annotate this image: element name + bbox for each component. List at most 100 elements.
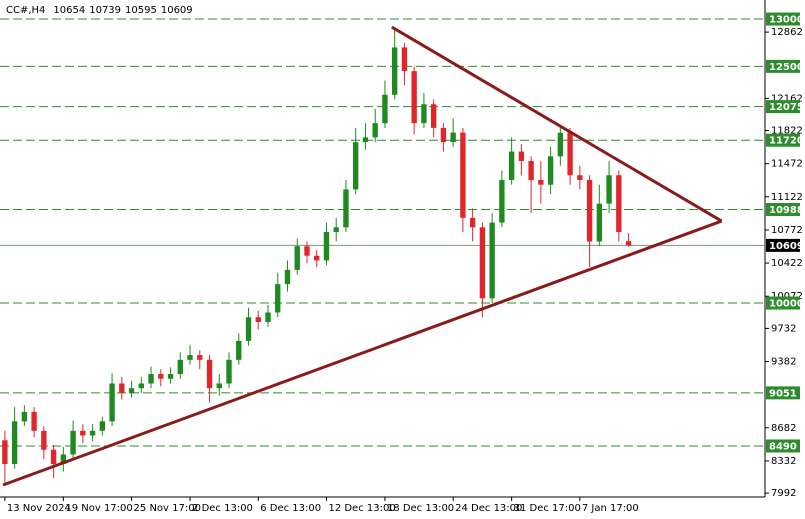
- last-open: 10654: [53, 5, 85, 16]
- price-box: [766, 238, 800, 252]
- candle-body: [353, 142, 359, 190]
- level-label: 9051: [769, 388, 797, 399]
- candle-body: [158, 374, 164, 379]
- candle-body: [275, 284, 281, 313]
- candle-body: [577, 175, 583, 180]
- candle-body: [41, 430, 47, 450]
- candle-body: [21, 411, 28, 422]
- last-low: 10595: [125, 5, 157, 16]
- candle-body: [206, 359, 213, 389]
- y-tick-label: 12862: [771, 27, 803, 38]
- candle-body: [440, 127, 447, 143]
- candle-body: [70, 430, 76, 455]
- candle-body: [11, 421, 18, 464]
- y-tick-label: 7992: [771, 488, 796, 499]
- candle-body: [362, 137, 369, 143]
- candle-body: [323, 232, 330, 261]
- candle-body: [255, 317, 261, 322]
- candle-body: [50, 449, 57, 464]
- candle-body: [109, 383, 115, 422]
- candle-body: [596, 203, 603, 242]
- candle-body: [625, 241, 632, 246]
- candle-body: [197, 355, 203, 360]
- candle-body: [245, 317, 252, 341]
- level-box: [766, 12, 800, 26]
- x-tick-label: 12 Dec 13:00: [328, 503, 395, 514]
- chart-title: CC#,H4 10654 10739 10595 10609: [6, 5, 193, 16]
- level-label: 12500: [769, 62, 804, 73]
- last-close: 10609: [161, 5, 193, 16]
- candle-body: [528, 161, 534, 180]
- candle-body: [138, 383, 144, 389]
- candle-body: [372, 123, 378, 138]
- candle-body: [430, 104, 437, 128]
- level-label: 10988: [769, 205, 804, 216]
- trendline: [2, 219, 723, 487]
- level-box: [766, 133, 800, 147]
- candle-body: [177, 359, 183, 375]
- candle-body: [460, 132, 466, 218]
- y-tick-label: 9732: [771, 323, 796, 334]
- candle-body: [606, 175, 612, 204]
- candle-body: [2, 440, 8, 464]
- candle-body: [469, 217, 476, 228]
- x-tick-label: 25 Nov 17:00: [134, 503, 201, 514]
- level-box: [766, 202, 800, 216]
- candle-body: [499, 179, 505, 223]
- x-tick-label: 2 Dec 13:00: [192, 503, 253, 514]
- candle-body: [60, 454, 67, 464]
- candle-body: [421, 104, 427, 124]
- candle-body: [450, 132, 456, 143]
- candle-body: [508, 151, 515, 180]
- y-tick-label: 11472: [771, 159, 803, 170]
- level-box: [766, 386, 800, 400]
- y-tick-label: 12162: [771, 93, 803, 104]
- y-tick-label: 9382: [771, 357, 796, 368]
- x-tick-label: 13 Nov 2024: [7, 503, 71, 514]
- last-high: 10739: [89, 5, 121, 16]
- level-label: 13000: [769, 15, 804, 26]
- y-tick-label: 8332: [771, 456, 796, 467]
- candle-body: [80, 430, 86, 436]
- candle-body: [216, 383, 222, 389]
- level-label: 11720: [769, 136, 804, 147]
- level-label: 10000: [769, 299, 804, 310]
- candle-body: [401, 47, 408, 72]
- trendline: [390, 25, 723, 223]
- y-tick-label: 10772: [771, 225, 803, 236]
- candle-body: [489, 222, 495, 299]
- candle-body: [304, 246, 310, 256]
- level-box: [766, 100, 800, 114]
- symbol: CC#,H4: [6, 5, 45, 16]
- candle-body: [294, 246, 300, 270]
- candle-body: [557, 132, 564, 157]
- candle-body: [586, 179, 593, 242]
- candle-body: [479, 227, 486, 299]
- candle-body: [343, 189, 349, 228]
- candle-body: [31, 411, 37, 431]
- candle-body: [89, 430, 96, 436]
- x-tick-label: 31 Dec 17:00: [514, 503, 581, 514]
- candle-body: [226, 359, 232, 384]
- x-tick-label: 19 Nov 17:00: [65, 503, 132, 514]
- x-tick-label: 6 Dec 13:00: [260, 503, 321, 514]
- candle-body: [567, 132, 573, 176]
- level-label: 12075: [769, 102, 804, 113]
- y-tick-label: 11822: [771, 126, 803, 137]
- candle-body: [99, 421, 106, 431]
- level-box: [766, 59, 800, 73]
- level-box: [766, 296, 800, 310]
- candle-body: [128, 388, 135, 393]
- candle-body: [119, 383, 125, 393]
- candle-body: [284, 269, 291, 285]
- x-tick-label: 7 Jan 17:00: [582, 503, 639, 514]
- candle-body: [392, 47, 398, 95]
- level-label: 8490: [769, 441, 797, 452]
- candle-body: [616, 175, 622, 233]
- x-tick-label: 24 Dec 13:00: [455, 503, 522, 514]
- candle-body: [265, 312, 271, 322]
- candle-body: [187, 355, 193, 360]
- level-box: [766, 439, 800, 453]
